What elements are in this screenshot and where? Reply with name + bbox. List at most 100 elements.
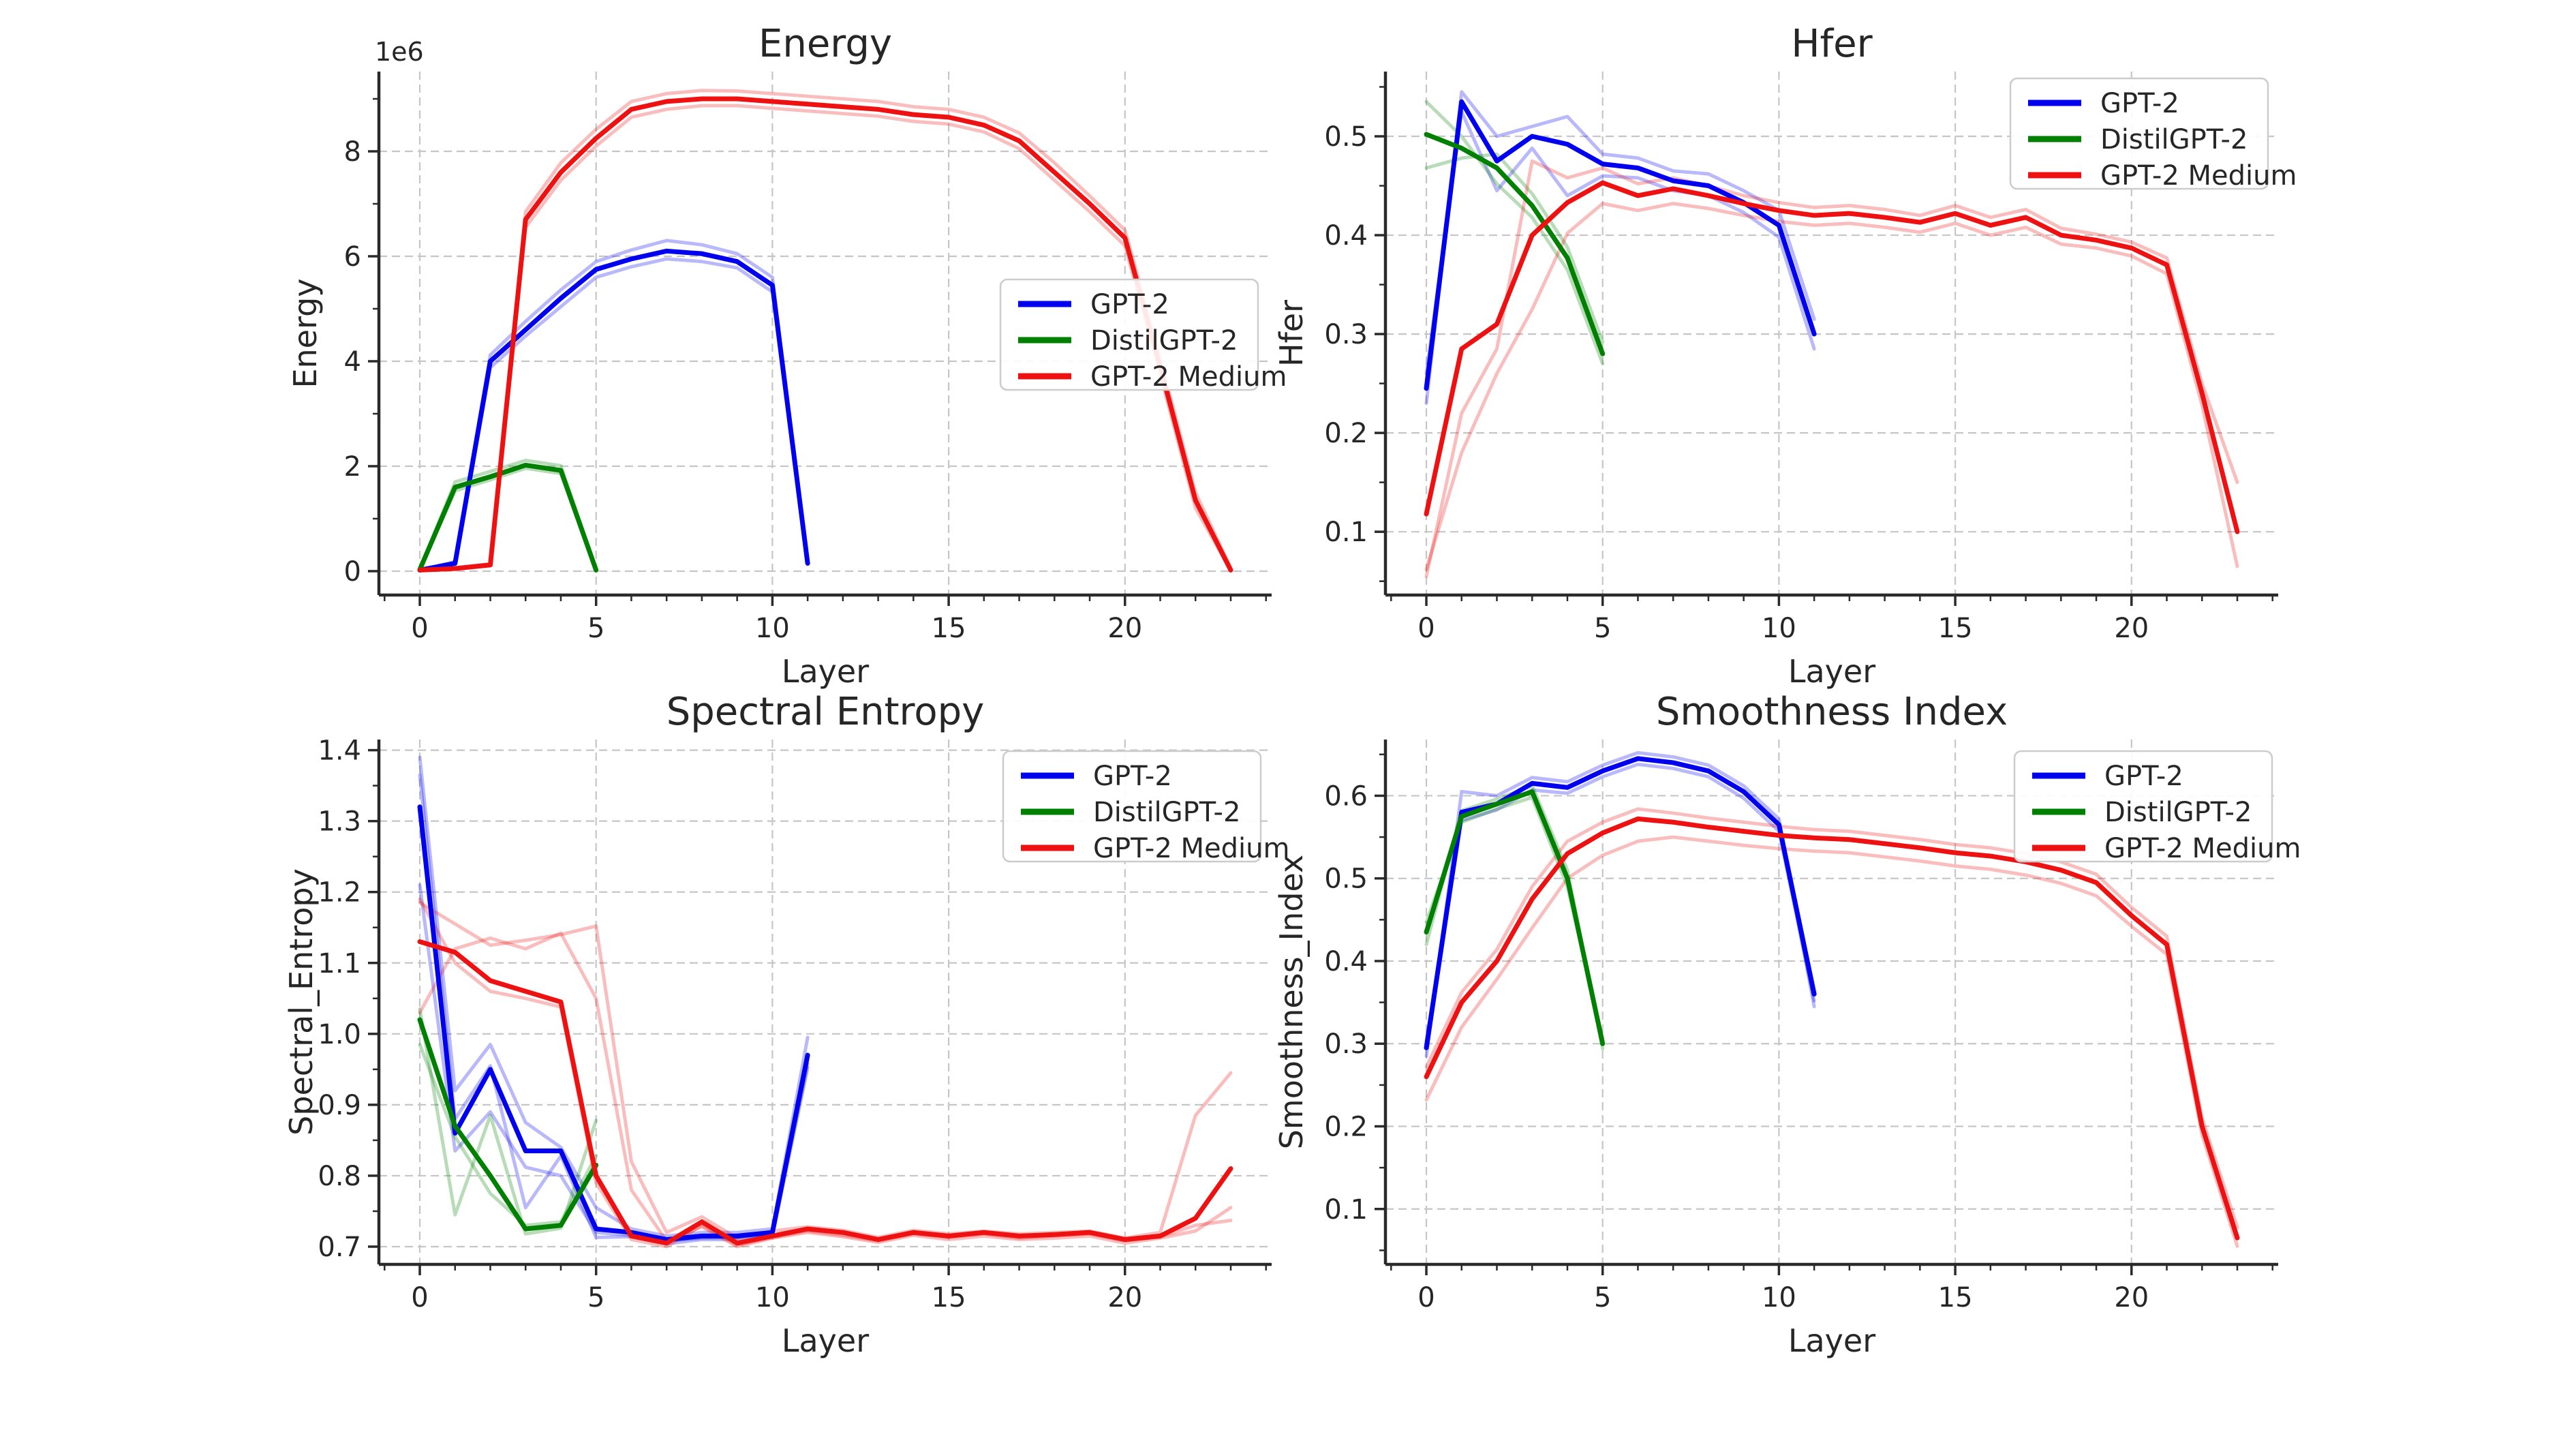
svg-text:0.2: 0.2 [1324, 1111, 1368, 1142]
svg-text:20: 20 [1107, 613, 1142, 644]
legend-label-distilgpt-2: DistilGPT-2 [1093, 797, 1240, 828]
series-line-gpt-2-medium [417, 939, 1233, 1246]
chart-energy: 0 5 10 15 20 0 2 4 6 8 Energy Layer Energy 1e6 GPT-2 Di… [287, 22, 1287, 690]
svg-text:1.2: 1.2 [318, 877, 361, 909]
series-lines [417, 804, 1233, 1246]
legend: GPT-2 DistilGPT-2 GPT-2 Medium [2009, 77, 2297, 192]
axis-ticks [368, 97, 1267, 606]
svg-text:0.3: 0.3 [1324, 319, 1368, 350]
tick-labels: 0 5 10 15 20 0.7 0.8 0.9 1.0 1.1 1.2 1.3 1.4 [318, 735, 1142, 1313]
y-axis-label: Spectral_Entropy [283, 868, 320, 1136]
svg-text:10: 10 [1762, 613, 1796, 644]
svg-text:0.4: 0.4 [1324, 220, 1368, 252]
chart-title-energy: Energy [758, 22, 892, 66]
svg-text:15: 15 [1938, 1282, 1973, 1313]
y-axis-label: Energy [287, 278, 324, 388]
svg-text:0.7: 0.7 [318, 1232, 361, 1263]
legend-label-gpt-2: GPT-2 [1090, 289, 1169, 320]
series-lines [417, 96, 1233, 573]
series-lines [1424, 756, 2240, 1241]
axes-spines [377, 72, 1272, 597]
legend-label-distilgpt-2: DistilGPT-2 [2100, 124, 2248, 155]
svg-text:15: 15 [932, 613, 966, 644]
x-axis-label: Layer [1788, 1322, 1875, 1359]
svg-text:0.8: 0.8 [318, 1161, 361, 1192]
svg-text:0: 0 [411, 1282, 428, 1313]
legend: GPT-2 DistilGPT-2 GPT-2 Medium [999, 278, 1287, 393]
svg-text:1.0: 1.0 [318, 1019, 361, 1050]
svg-text:0: 0 [1417, 1282, 1435, 1313]
legend-label-gpt-2: GPT-2 [2104, 761, 2183, 792]
series-line-distilgpt-2 [417, 1017, 599, 1232]
legend-label-gpt-2-medium: GPT-2 Medium [2104, 833, 2301, 864]
legend-label-gpt-2: GPT-2 [1093, 761, 1172, 792]
svg-text:0.9: 0.9 [318, 1090, 361, 1121]
legend: GPT-2 DistilGPT-2 GPT-2 Medium [2013, 750, 2301, 864]
chart-title-smoothness-index: Smoothness Index [1656, 690, 2008, 734]
tick-labels: 0 5 10 15 20 0.1 0.2 0.3 0.4 0.5 0.6 [1324, 780, 2149, 1313]
svg-text:0: 0 [344, 556, 361, 588]
series-line-distilgpt-2 [1424, 132, 1606, 356]
gridlines [379, 740, 1272, 1264]
legend-label-gpt-2: GPT-2 [2100, 88, 2179, 119]
svg-text:0.6: 0.6 [1324, 780, 1368, 812]
y-axis-label: Smoothness_Index [1273, 855, 1310, 1150]
svg-text:15: 15 [1938, 613, 1973, 644]
svg-text:20: 20 [2114, 613, 2149, 644]
legend: GPT-2 DistilGPT-2 GPT-2 Medium [1002, 750, 1289, 864]
series-line-gpt-2-medium [417, 96, 1233, 573]
svg-text:20: 20 [1107, 1282, 1142, 1313]
axis-ticks [368, 748, 1267, 1275]
y-axis-label: Hfer [1273, 300, 1310, 367]
svg-text:10: 10 [755, 613, 790, 644]
svg-text:10: 10 [755, 1282, 790, 1313]
svg-text:1.1: 1.1 [318, 948, 361, 979]
x-axis-label: Layer [782, 1322, 869, 1359]
series-line-gpt-2 [417, 804, 810, 1243]
svg-text:6: 6 [344, 241, 361, 273]
legend-label-gpt-2-medium: GPT-2 Medium [1090, 361, 1287, 393]
y-axis-offset-label: 1e6 [375, 37, 424, 67]
svg-text:5: 5 [1594, 613, 1611, 644]
tick-labels: 0 5 10 15 20 0.1 0.2 0.3 0.4 0.5 [1324, 121, 2149, 644]
svg-text:5: 5 [587, 1282, 604, 1313]
svg-text:0: 0 [411, 613, 428, 644]
legend-label-distilgpt-2: DistilGPT-2 [1090, 325, 1238, 356]
legend-label-gpt-2-medium: GPT-2 Medium [2100, 160, 2297, 192]
svg-text:8: 8 [344, 136, 361, 168]
chart-hfer: 0 5 10 15 20 0.1 0.2 0.3 0.4 0.5 Hfer Layer Hfer GPT-… [1273, 22, 2297, 690]
chart-title-spectral-entropy: Spectral Entropy [666, 690, 985, 734]
chart-title-hfer: Hfer [1791, 22, 1873, 66]
svg-text:0.3: 0.3 [1324, 1029, 1368, 1060]
svg-text:0.5: 0.5 [1324, 864, 1368, 895]
tick-labels: 0 5 10 15 20 0 2 4 6 8 [344, 136, 1143, 644]
svg-text:5: 5 [1594, 1282, 1611, 1313]
series-line-distilgpt-2 [417, 462, 599, 573]
series-lines [1424, 99, 2240, 534]
svg-text:10: 10 [1762, 1282, 1796, 1313]
svg-text:1.3: 1.3 [318, 806, 361, 838]
svg-text:15: 15 [932, 1282, 966, 1313]
svg-text:4: 4 [344, 346, 361, 378]
svg-text:20: 20 [2114, 1282, 2149, 1313]
legend-label-distilgpt-2: DistilGPT-2 [2104, 797, 2252, 828]
series-line-gpt-2-medium [1424, 816, 2240, 1241]
svg-text:0.1: 0.1 [1324, 1194, 1368, 1226]
svg-text:0.5: 0.5 [1324, 121, 1368, 153]
axis-ticks [1375, 753, 2273, 1275]
series-line-distilgpt-2 [1424, 789, 1606, 1046]
chart-spectral-entropy: 0 5 10 15 20 0.7 0.8 0.9 1.0 1.1 1.2 1.3 1.4 Spectral… [283, 690, 1289, 1359]
chart-smoothness-index: 0 5 10 15 20 0.1 0.2 0.3 0.4 0.5 0.6 Smoothness Ind… [1273, 690, 2301, 1359]
axis-ticks [1375, 86, 2273, 606]
svg-text:1.4: 1.4 [318, 735, 361, 767]
svg-text:0.2: 0.2 [1324, 418, 1368, 449]
legend-label-gpt-2-medium: GPT-2 Medium [1093, 833, 1289, 864]
svg-text:0.4: 0.4 [1324, 946, 1368, 977]
svg-text:5: 5 [587, 613, 604, 644]
series-line-gpt-2-medium [1424, 180, 2240, 534]
x-axis-label: Layer [1788, 653, 1875, 690]
svg-text:0.1: 0.1 [1324, 517, 1368, 548]
